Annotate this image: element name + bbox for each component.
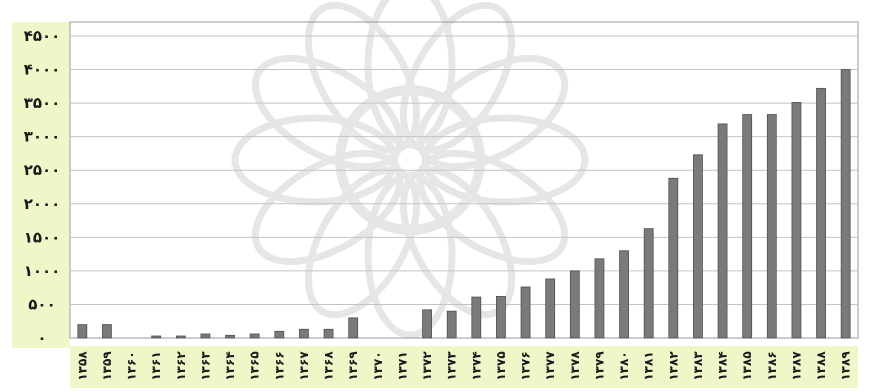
x-tick-label: ۱۳۵۹ [100, 351, 114, 381]
watermark-petal [304, 1, 421, 154]
plot-frame [69, 21, 859, 339]
bar [569, 270, 580, 339]
bar [175, 335, 186, 339]
y-tick-label: ۰ [37, 329, 46, 347]
x-tick-label: ۱۳۷۷ [543, 351, 557, 381]
y-axis-ticks: ۰ ۵۰۰ ۱۰۰۰ ۱۵۰۰ ۲۰۰۰ ۲۵۰۰ ۳۰۰۰ ۳۵۰۰ ۴۰۰۰ ۴۵۰۰ [24, 27, 61, 347]
watermark-ring [335, 85, 485, 235]
x-tick-label: ۱۳۸۲ [666, 351, 680, 381]
x-tick-label: ۱۳۷۹ [592, 351, 606, 381]
bar [151, 335, 162, 339]
bar [766, 114, 777, 339]
bar [471, 296, 482, 339]
watermark-petal [251, 54, 404, 171]
x-tick-label: ۱۳۶۶ [272, 351, 286, 380]
bar [348, 317, 359, 339]
y-tick-label: ۲۰۰۰ [24, 195, 61, 213]
y-tick-label: ۴۰۰۰ [24, 61, 61, 79]
x-tick-label: ۱۳۸۶ [765, 351, 779, 380]
bar [717, 123, 728, 339]
x-tick-label: ۱۳۸۰ [617, 351, 631, 380]
x-tick-label: ۱۳۷۱ [395, 351, 409, 380]
axis-bands [12, 22, 858, 388]
x-tick-label: ۱۳۷۳ [445, 351, 459, 381]
y-tick-label: ۱۰۰۰ [24, 262, 61, 280]
bar [693, 154, 703, 339]
watermark-petal [364, 171, 456, 339]
bar [225, 334, 235, 339]
x-tick-label: ۱۳۸۹ [839, 351, 853, 381]
watermark-petal [364, 0, 456, 149]
watermark-petal [421, 114, 589, 206]
y-axis-band [12, 22, 70, 348]
watermark-petal [416, 54, 569, 171]
x-tick-label: ۱۳۶۹ [346, 351, 360, 381]
bar [274, 330, 285, 339]
bar [643, 228, 654, 339]
watermark-petal [251, 149, 404, 266]
bar [545, 278, 556, 339]
x-tick-label: ۱۳۸۵ [740, 351, 754, 380]
x-tick-label: ۱۳۵۸ [75, 351, 89, 381]
y-tick-label: ۵۰۰ [28, 295, 55, 313]
y-tick-label: ۴۵۰۰ [24, 27, 61, 45]
bars [77, 69, 851, 339]
bar [594, 258, 605, 339]
bar [102, 324, 112, 339]
bar [742, 114, 753, 339]
x-tick-label: ۱۳۶۲ [174, 351, 188, 381]
watermark-petal [416, 149, 569, 266]
bar [668, 177, 679, 339]
x-tick-label: ۱۳۶۸ [322, 351, 336, 381]
bar [422, 309, 432, 339]
bar [496, 295, 506, 339]
bar [77, 324, 88, 339]
x-tick-label: ۱۳۶۳ [198, 351, 212, 381]
bar [840, 69, 851, 339]
y-tick-label: ۳۵۰۰ [24, 94, 61, 112]
x-tick-label: ۱۳۶۵ [248, 351, 262, 380]
plot-border [69, 21, 859, 339]
watermark-petal [304, 166, 421, 319]
watermark-petal [231, 114, 399, 206]
x-axis-band [70, 346, 858, 388]
bar [791, 102, 802, 339]
watermark-petal [399, 1, 516, 154]
y-tick-label: ۳۰۰۰ [24, 128, 61, 146]
x-tick-label: ۱۳۷۵ [494, 351, 508, 380]
x-tick-label: ۱۳۸۸ [814, 351, 828, 381]
x-axis-ticks: ۱۳۵۸ ۱۳۵۹ ۱۳۶۰ ۱۳۶۱ ۱۳۶۲ ۱۳۶۳ ۱۳۶۴ ۱۳۶۵ ۱۳۶۶ ۱۳۶۷… [75, 351, 852, 381]
x-tick-label: ۱۳۶۷ [297, 351, 311, 381]
x-tick-label: ۱۳۸۷ [789, 351, 803, 381]
x-tick-label: ۱۳۶۱ [149, 351, 163, 380]
watermark-emblem [231, 0, 589, 339]
x-tick-label: ۱۳۷۶ [519, 351, 533, 380]
x-tick-label: ۱۳۶۰ [125, 351, 139, 380]
x-tick-label: ۱۳۷۲ [420, 351, 434, 381]
x-tick-label: ۱۳۷۸ [568, 351, 582, 381]
x-tick-label: ۱۳۸۳ [691, 351, 705, 381]
gridlines [70, 35, 858, 305]
x-tick-label: ۱۳۷۰ [371, 351, 385, 380]
x-tick-label: ۱۳۶۴ [223, 351, 237, 380]
bar [619, 250, 629, 339]
bar [200, 333, 211, 339]
bar [299, 328, 309, 339]
x-tick-label: ۱۳۷۴ [469, 351, 483, 380]
bar [249, 333, 260, 339]
bar [446, 310, 457, 339]
y-tick-label: ۲۵۰۰ [24, 161, 61, 179]
x-tick-label: ۱۳۸۴ [716, 351, 730, 380]
bar [520, 286, 531, 339]
bar [816, 87, 826, 339]
y-tick-label: ۱۵۰۰ [24, 228, 61, 246]
x-tick-label: ۱۳۸۱ [642, 351, 656, 380]
bar [323, 328, 334, 339]
